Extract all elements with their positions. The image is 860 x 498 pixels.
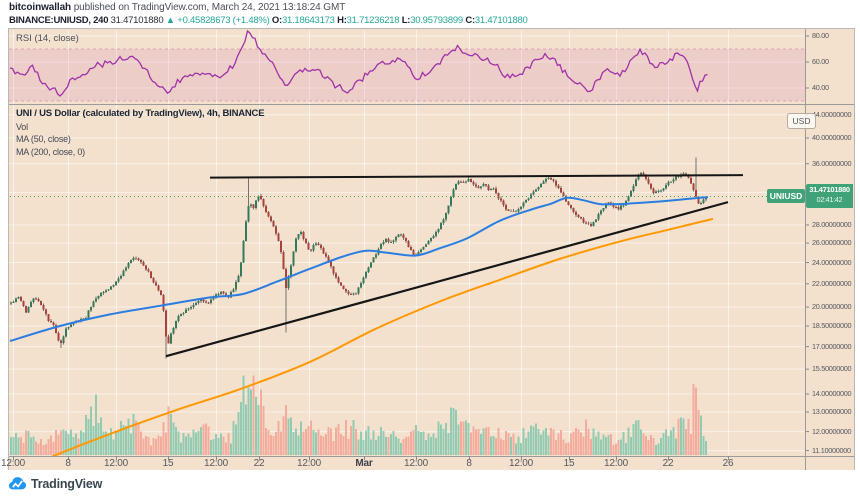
price-tick-label: 18.50000000 <box>812 321 852 331</box>
price-tick-label: 44.00000000 <box>812 109 852 119</box>
chart-background <box>9 29 854 471</box>
last-price-tag: 31.47101880 02:41:42 <box>806 184 853 209</box>
main-legend: UNI / US Dollar (calculated by TradingVi… <box>16 108 265 158</box>
high-value: 31.71236218 <box>346 14 400 26</box>
price-tick-label: 24.00000000 <box>812 257 852 267</box>
chart-widget: RSI (14, close) UNI / US Dollar (calcula… <box>1 28 855 472</box>
price-tick-label: 20.00000000 <box>812 302 852 311</box>
chart-canvas[interactable] <box>9 29 854 471</box>
time-tick-label: 15 <box>162 458 174 469</box>
resistance-trendline[interactable] <box>209 174 744 179</box>
tradingview-logo-icon[interactable] <box>9 476 26 492</box>
last-price-text: 31.47101880 <box>110 14 164 26</box>
legend-title: UNI / US Dollar (calculated by TradingVi… <box>16 108 265 119</box>
time-tick-label: 8 <box>466 458 472 469</box>
price-tick-label: 26.00000000 <box>812 238 852 248</box>
price-tick-label: 14.00000000 <box>812 388 852 398</box>
time-tick-label: 8 <box>65 458 71 469</box>
candles-series <box>10 157 707 359</box>
publish-info: published on TradingView.com, March 24, … <box>71 2 346 13</box>
time-tick-label: 12:00 <box>0 458 26 469</box>
time-tick-label: 22 <box>662 458 674 469</box>
high-label: H: <box>337 14 347 26</box>
time-tick-label: 15 <box>563 458 575 469</box>
legend-ma50: MA (50, close) <box>16 134 71 144</box>
price-tick-label: 36.00000000 <box>812 158 852 168</box>
legend-vol: Vol <box>16 121 28 132</box>
rsi-line <box>9 29 708 97</box>
time-tick-label: 26 <box>722 458 734 469</box>
header: bitcoinwallah published on TradingView.c… <box>9 2 849 27</box>
volume-series <box>10 375 707 455</box>
time-tick-label: 12:00 <box>603 458 629 469</box>
publish-info-line: bitcoinwallah published on TradingView.c… <box>9 2 849 15</box>
price-tick-label: 15.50000000 <box>812 364 852 374</box>
currency-usd-button[interactable]: USD <box>787 113 816 129</box>
grid-lines <box>9 30 805 455</box>
time-tick-label: 12:00 <box>296 458 322 469</box>
time-tick-label: Mar <box>355 458 373 469</box>
time-tick-label: 22 <box>253 458 265 469</box>
tradingview-brand[interactable]: TradingView <box>31 477 103 491</box>
time-tick-label: 12:00 <box>508 458 534 469</box>
price-tick-label: 17.00000000 <box>812 341 852 351</box>
open-value: 31.18643173 <box>281 14 335 26</box>
price-change-text: ▲ +0.45828673 (+1.48%) <box>165 14 270 26</box>
rsi-tick-label: 40.00 <box>812 83 829 92</box>
ma200-line <box>51 217 714 456</box>
low-label: L: <box>401 14 411 26</box>
time-tick-label: 12:00 <box>403 458 429 469</box>
symbol-status-line: BINANCE:UNIUSD, 240 31.47101880 ▲ +0.458… <box>9 15 849 28</box>
close-value: 31.47101880 <box>474 14 528 26</box>
price-tick-label: 13.00000000 <box>812 407 852 417</box>
price-tick-label: 11.10000000 <box>812 445 851 455</box>
time-tick-label: 12:00 <box>103 458 129 469</box>
price-tick-label: 12.00000000 <box>812 426 852 436</box>
time-axis[interactable]: 12:00 8 12:00 15 12:00 22 12:00 Mar 12:00 8 12:00 1… <box>1 456 805 471</box>
time-tick-label: 12:00 <box>203 458 229 469</box>
support-trendline[interactable] <box>165 201 729 358</box>
rsi-band <box>9 49 805 101</box>
author-name: bitcoinwallah <box>9 2 72 13</box>
symbol-interval: BINANCE:UNIUSD, 240 <box>9 14 109 26</box>
rsi-tick-label: 80.00 <box>812 31 829 40</box>
low-value: 30.95793899 <box>410 14 463 26</box>
price-tick-label: 28.00000000 <box>812 219 852 229</box>
rsi-tick-label: 60.00 <box>812 57 829 66</box>
price-tick-label: 22.00000000 <box>812 278 852 288</box>
open-label: O: <box>271 14 282 26</box>
price-tick-label: 40.00000000 <box>812 133 852 142</box>
price-axis[interactable]: 80.00 60.00 40.00 44.00000000 40.00000000 36.… <box>805 29 854 471</box>
bar-countdown: 02:41:42 <box>816 197 843 205</box>
tag-price: 31.47101880 <box>809 185 850 195</box>
symbol-price-badge: UNIUSD <box>767 189 805 204</box>
legend-ma200: MA (200, close, 0) <box>16 146 85 157</box>
close-label: C: <box>465 14 475 26</box>
footer: TradingView <box>0 470 860 498</box>
rsi-legend: RSI (14, close) <box>16 33 79 44</box>
ma50-line <box>9 196 709 342</box>
